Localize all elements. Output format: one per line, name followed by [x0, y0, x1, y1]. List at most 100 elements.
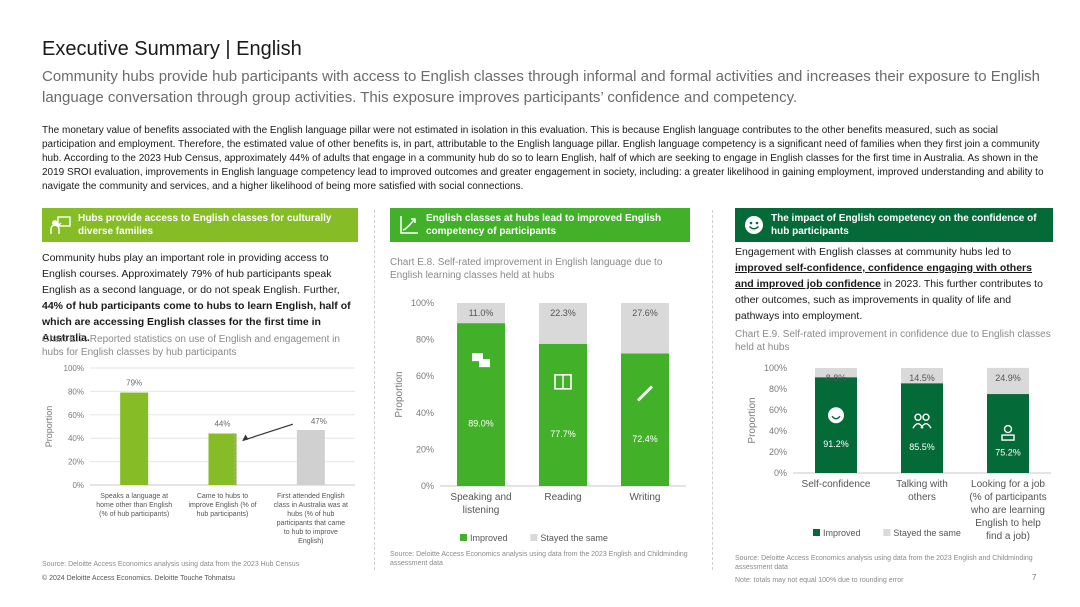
- y-tick-label: 20%: [416, 444, 434, 454]
- banner-english-access: Hubs provide access to English classes f…: [42, 208, 358, 242]
- legend-swatch: [813, 529, 820, 536]
- x-category-label: participants that came: [277, 520, 346, 527]
- intro-paragraph: The monetary value of benefits associate…: [42, 125, 1044, 192]
- speech-bubbles-icon: [472, 353, 490, 368]
- data-label: 44%: [214, 420, 230, 429]
- data-label: 22.3%: [550, 308, 576, 318]
- bar-improved: [457, 323, 505, 486]
- x-category-label: class in Australia was at: [274, 502, 348, 509]
- y-tick-label: 80%: [769, 384, 787, 394]
- bar: [296, 430, 325, 485]
- y-tick-label: 40%: [769, 426, 787, 436]
- chart-e9: 0% 20% 40% 60% 80% 100% Proportion 91.2% 8.8% 85.…: [747, 363, 1051, 542]
- pen-icon: [637, 385, 653, 402]
- bar-improved: [815, 377, 857, 473]
- x-category-label: to hub to improve: [284, 529, 338, 536]
- y-tick-label: 100%: [64, 364, 84, 373]
- legend-swatch: [460, 534, 467, 541]
- x-category-label: hub participants): [197, 511, 249, 518]
- growth-chart-icon: [398, 214, 420, 236]
- col3-paragraph-text: Engagement with English classes at commu…: [735, 246, 1012, 258]
- data-label: 8.8%: [826, 373, 847, 383]
- y-tick-label: 100%: [764, 363, 787, 373]
- data-label: 47%: [311, 417, 327, 426]
- x-category-label: (% of hub participants): [99, 511, 169, 518]
- y-tick-label: 60%: [68, 411, 84, 420]
- banner-confidence: The impact of English competency on the …: [735, 208, 1053, 242]
- y-tick-label: 80%: [68, 387, 84, 396]
- x-category-label: Reading: [544, 492, 581, 503]
- chart-e9-note: Note: totals may not equal 100% due to r…: [735, 577, 904, 584]
- smiley-icon-shape: [831, 415, 841, 420]
- people-icon: [912, 413, 932, 429]
- x-category-label: First attended English: [277, 493, 345, 500]
- bar-stayed-same: [621, 303, 669, 354]
- annotation-arrowhead: [242, 434, 249, 441]
- bar-improved: [621, 353, 669, 486]
- speech-bubbles-icon-shape: [479, 359, 490, 368]
- people-icon-shape: [912, 423, 932, 429]
- legend-swatch: [883, 529, 891, 536]
- x-category-label: find a job): [986, 531, 1030, 542]
- annotation-bracket: [234, 433, 237, 486]
- y-tick-label: 0%: [774, 468, 787, 478]
- y-tick-label: 60%: [416, 371, 434, 381]
- column-divider: [712, 210, 713, 570]
- y-tick-label: 80%: [416, 335, 434, 345]
- y-axis-label: Proportion: [44, 406, 54, 448]
- bar: [120, 392, 149, 485]
- data-label: 27.6%: [632, 308, 658, 318]
- x-category-label: listening: [463, 505, 500, 516]
- bar: [208, 433, 237, 485]
- bar-stayed-same: [539, 303, 587, 344]
- banner-label: Hubs provide access to English classes f…: [78, 213, 332, 237]
- annotation-arrow: [242, 423, 294, 442]
- x-category-label: hubs (% of hub: [287, 511, 334, 518]
- speech-bubbles-icon-shape: [472, 353, 483, 362]
- chart-e7-title: Chart E.7. Reported statistics on use of…: [42, 334, 340, 358]
- col1-paragraph-text: Community hubs play an important role in…: [42, 252, 340, 296]
- x-category-label: Self-confidence: [802, 479, 871, 490]
- y-axis-label: Proportion: [747, 397, 758, 443]
- bar-stayed-same: [901, 368, 943, 384]
- data-label: 85.5%: [909, 442, 935, 452]
- page-title: Executive Summary | English: [42, 38, 302, 60]
- people-board-icon: [50, 214, 72, 236]
- people-icon-shape: [914, 413, 922, 421]
- copyright: © 2024 Deloitte Access Economics. Deloit…: [42, 575, 235, 582]
- legend-label: Stayed the same: [540, 533, 608, 543]
- chart-e9-source: Source: Deloitte Access Economics analys…: [735, 555, 1033, 571]
- data-label: 91.2%: [823, 439, 849, 449]
- page-number: 7: [1032, 573, 1037, 582]
- legend-swatch: [530, 534, 538, 541]
- col3-paragraph-emphasis: improved self-confidence, confidence eng…: [735, 262, 1032, 290]
- data-label: 75.2%: [995, 448, 1021, 458]
- chart-e9-title: Chart E.9. Self-rated improvement in con…: [735, 329, 1051, 353]
- column-divider: [374, 210, 375, 570]
- x-category-label: others: [908, 492, 936, 503]
- y-tick-label: 40%: [416, 408, 434, 418]
- legend-label: Improved: [823, 528, 861, 538]
- x-category-label: Came to hubs to: [197, 493, 248, 500]
- x-category-label: home other than English: [96, 502, 172, 509]
- page-subtitle: Community hubs provide hub participants …: [42, 68, 1040, 106]
- x-category-label: Speaking and: [450, 492, 511, 503]
- legend-label: Stayed the same: [893, 528, 961, 538]
- x-category-label: Writing: [630, 492, 661, 503]
- chart-e8-title: Chart E.8. Self-rated improvement in Eng…: [390, 257, 663, 281]
- bar-stayed-same: [457, 303, 505, 324]
- y-tick-label: 0%: [421, 481, 434, 491]
- bar-improved: [539, 343, 587, 486]
- chart-e7-source: Source: Deloitte Access Economics analys…: [42, 561, 300, 568]
- chart-e8-source: Source: Deloitte Access Economics analys…: [390, 551, 688, 567]
- worker-icon-shape: [1001, 434, 1015, 441]
- data-label: 24.9%: [995, 373, 1021, 383]
- book-icon: [554, 374, 572, 390]
- data-label: 11.0%: [469, 308, 494, 318]
- legend-label: Improved: [470, 533, 508, 543]
- banner-english-competency: English classes at hubs lead to improved…: [390, 208, 690, 242]
- y-tick-label: 0%: [72, 481, 84, 490]
- x-category-label: Looking for a job: [971, 479, 1045, 490]
- x-category-label: (% of participants: [969, 492, 1046, 503]
- data-label: 14.5%: [909, 373, 935, 383]
